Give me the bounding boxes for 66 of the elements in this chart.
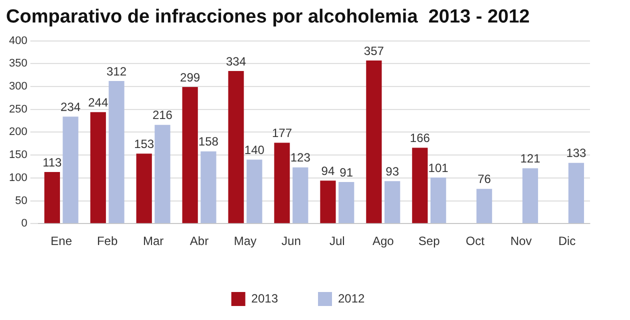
bar [62, 116, 78, 224]
data-label: 140 [244, 142, 265, 157]
data-label: 334 [226, 54, 246, 68]
x-tick-label: Abr [190, 234, 209, 248]
bar [136, 154, 152, 224]
x-tick-label: Dic [558, 234, 576, 248]
legend-label: 2012 [338, 291, 366, 306]
data-label: 113 [42, 155, 62, 170]
bar [274, 142, 290, 224]
data-label: 299 [180, 70, 200, 84]
bar [90, 112, 106, 224]
data-label: 93 [386, 164, 400, 178]
bar [182, 86, 198, 224]
data-label: 244 [88, 95, 108, 110]
x-tick-label: Jul [329, 234, 345, 248]
x-tick-label: Mar [142, 234, 164, 248]
x-tick-label: May [234, 234, 257, 248]
bar [338, 182, 354, 224]
x-tick-label: Ago [372, 234, 394, 248]
data-label: 121 [520, 152, 541, 166]
bar [246, 160, 262, 224]
x-tick-label: Nov [510, 234, 532, 248]
bar [292, 167, 308, 224]
data-label: 166 [410, 131, 430, 146]
x-tick-label: Oct [466, 234, 486, 248]
data-label: 158 [198, 134, 219, 149]
data-label: 101 [428, 160, 449, 175]
data-label: 153 [134, 136, 154, 151]
bar [384, 181, 400, 224]
data-label: 94 [321, 164, 335, 178]
y-tick-label: 200 [8, 126, 28, 138]
legend-label: 2013 [251, 291, 278, 306]
y-tick-label: 400 [8, 34, 28, 47]
y-tick-label: 50 [15, 194, 28, 207]
bar [568, 162, 584, 224]
bar [476, 188, 492, 224]
bar [320, 180, 336, 224]
bar [108, 81, 124, 224]
bar [200, 151, 216, 224]
y-tick-label: 350 [8, 58, 28, 70]
data-label: 216 [152, 108, 173, 122]
bar [412, 148, 428, 224]
bar [430, 177, 446, 224]
bar [366, 60, 382, 224]
y-tick-label: 150 [8, 149, 28, 162]
x-tick-label: Sep [418, 234, 440, 248]
data-label: 123 [290, 150, 311, 165]
data-label: 357 [364, 44, 384, 58]
x-tick-label: Feb [96, 234, 118, 248]
bar [522, 168, 538, 224]
x-tick-label: Jun [282, 234, 301, 248]
y-tick-label: 100 [8, 172, 28, 184]
chart-title: Comparativo de infracciones por alcoholemia 2013 - 2012 [6, 6, 530, 28]
bar [228, 70, 244, 224]
y-tick-label: 250 [8, 103, 28, 116]
bar [154, 124, 170, 224]
y-tick-label: 0 [21, 218, 28, 230]
data-label: 177 [272, 126, 292, 140]
data-label: 234 [60, 100, 81, 114]
bar [44, 172, 60, 224]
data-label: 133 [566, 146, 587, 160]
data-label: 76 [478, 172, 492, 186]
data-label: 91 [340, 165, 354, 180]
data-label: 312 [106, 64, 127, 78]
x-tick-label: Ene [50, 234, 72, 248]
y-tick-label: 300 [8, 80, 28, 93]
